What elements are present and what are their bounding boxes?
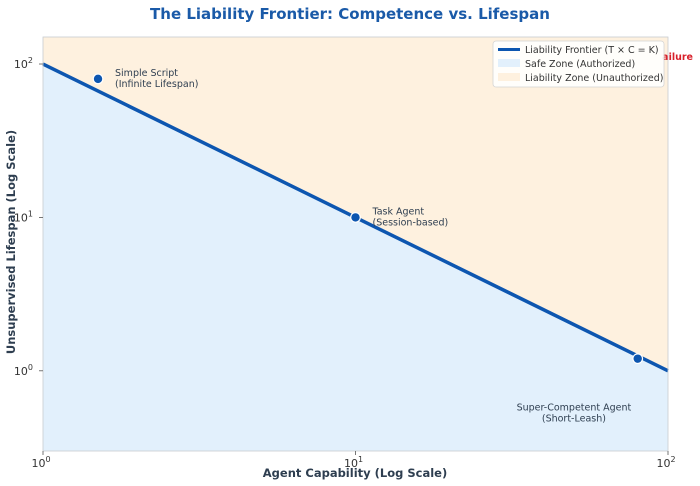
- warning-annotation: ailure: [662, 52, 693, 63]
- x-tick-label: 100: [31, 455, 50, 470]
- x-tick-exponent: 0: [45, 455, 50, 464]
- legend-box: [492, 40, 665, 88]
- annotation-text: Super-Competent Agent: [517, 403, 632, 414]
- legend-label-region: Liability Zone (Unauthorized): [525, 73, 663, 84]
- legend-swatch-region: [498, 73, 520, 81]
- data-point: [92, 73, 104, 85]
- points-layer: Simple Script(Infinite Lifespan) Task Age…: [92, 68, 644, 365]
- regions-layer: [43, 37, 668, 452]
- y-tick-base: 10: [14, 58, 28, 71]
- liability-zone-region: [43, 37, 668, 371]
- legend: Liability Frontier (T × C = K) Safe Zone …: [492, 40, 665, 88]
- point-label: (Session-based): [373, 217, 449, 228]
- x-tick-label: 101: [344, 455, 363, 470]
- x-axis-label: Agent Capability (Log Scale): [263, 466, 447, 480]
- y-tick-exponent: 2: [28, 56, 33, 65]
- y-tick-label: 102: [14, 56, 33, 71]
- legend-swatch-region: [498, 59, 520, 67]
- y-tick-exponent: 0: [28, 363, 33, 372]
- x-tick-base: 10: [344, 457, 358, 470]
- data-point: [632, 353, 644, 365]
- y-tick-label: 100: [14, 363, 33, 378]
- x-tick-label: 102: [656, 455, 675, 470]
- x-tick-base: 10: [31, 457, 45, 470]
- y-tick-base: 10: [14, 211, 28, 224]
- annotation-text: (Short-Leash): [542, 414, 606, 425]
- legend-label-frontier: Liability Frontier (T × C = K): [525, 45, 659, 56]
- data-point: [350, 212, 361, 223]
- y-axis-label: Unsupervised Lifespan (Log Scale): [4, 130, 18, 354]
- annotations-layer: Super-Competent Agent(Short-Leash) ailure: [517, 52, 693, 425]
- x-tick-base: 10: [656, 457, 670, 470]
- y-tick-exponent: 1: [28, 209, 33, 218]
- x-tick-exponent: 1: [358, 455, 363, 464]
- point-label: (Infinite Lifespan): [115, 79, 198, 90]
- y-tick-label: 101: [14, 209, 33, 224]
- x-tick-exponent: 2: [670, 455, 675, 464]
- legend-label-region: Safe Zone (Authorized): [525, 59, 635, 70]
- chart-title: The Liability Frontier: Competence vs. L…: [150, 5, 550, 23]
- point-label: Task Agent: [372, 206, 425, 217]
- y-tick-base: 10: [14, 365, 28, 378]
- safe-zone-region: [43, 64, 668, 452]
- point-label: Simple Script: [115, 68, 178, 79]
